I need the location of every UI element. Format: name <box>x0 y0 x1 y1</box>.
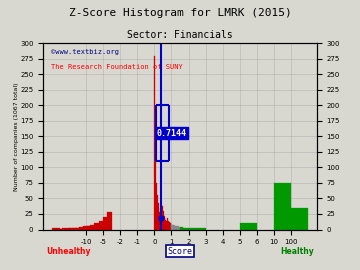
Text: Score: Score <box>167 247 193 256</box>
Text: 0.7144: 0.7144 <box>157 129 186 138</box>
Bar <box>191 228 192 230</box>
Bar <box>166 221 167 230</box>
Text: The Research Foundation of SUNY: The Research Foundation of SUNY <box>51 64 183 70</box>
Bar <box>162 206 163 229</box>
Bar <box>62 228 71 230</box>
Bar <box>167 218 168 230</box>
Bar <box>176 226 177 230</box>
Bar <box>178 226 179 230</box>
Bar <box>158 203 159 230</box>
Bar <box>156 183 157 230</box>
Bar <box>161 205 162 230</box>
Text: Healthy: Healthy <box>280 247 314 256</box>
Bar <box>154 56 155 230</box>
Bar <box>192 228 193 230</box>
Bar <box>188 228 189 230</box>
Bar <box>190 228 191 230</box>
Bar <box>184 228 185 230</box>
Bar <box>274 183 291 230</box>
Bar <box>72 228 81 230</box>
Bar <box>194 228 195 230</box>
Bar <box>186 228 187 230</box>
Bar <box>160 216 161 230</box>
Bar <box>171 224 172 230</box>
Bar <box>173 225 174 229</box>
Text: ©www.textbiz.org: ©www.textbiz.org <box>51 49 120 55</box>
Bar <box>165 218 166 230</box>
Text: Unhealthy: Unhealthy <box>46 247 90 256</box>
Bar <box>90 225 94 229</box>
Bar <box>168 221 169 230</box>
Bar <box>94 223 99 230</box>
Bar <box>195 228 196 230</box>
Bar <box>79 227 87 230</box>
Bar <box>107 212 112 230</box>
Bar <box>187 228 188 230</box>
Bar <box>240 223 257 230</box>
Bar <box>159 212 160 230</box>
Bar <box>181 227 182 230</box>
Bar <box>69 228 77 230</box>
Bar <box>103 217 107 230</box>
Bar <box>82 226 91 230</box>
Bar <box>174 225 175 229</box>
Bar <box>185 228 186 230</box>
Bar <box>76 228 84 230</box>
Bar <box>196 228 197 230</box>
Bar <box>52 228 60 230</box>
Bar <box>99 221 103 230</box>
Text: Z-Score Histogram for LMRK (2015): Z-Score Histogram for LMRK (2015) <box>69 8 291 18</box>
Bar <box>172 225 173 230</box>
Bar <box>157 195 158 230</box>
Bar <box>197 228 201 230</box>
Y-axis label: Number of companies (1067 total): Number of companies (1067 total) <box>14 82 19 191</box>
Bar <box>86 226 94 230</box>
Bar <box>175 226 176 230</box>
Bar <box>193 228 194 230</box>
Bar <box>201 228 206 230</box>
Bar <box>182 227 183 230</box>
Bar <box>179 227 180 230</box>
Bar <box>291 208 308 230</box>
Bar <box>164 216 165 230</box>
Bar <box>169 222 170 230</box>
Bar <box>155 149 156 230</box>
Bar <box>163 211 164 230</box>
Bar <box>177 226 178 230</box>
Bar <box>170 223 171 230</box>
Text: Sector: Financials: Sector: Financials <box>127 30 233 40</box>
Bar <box>189 228 190 230</box>
Bar <box>180 227 181 230</box>
